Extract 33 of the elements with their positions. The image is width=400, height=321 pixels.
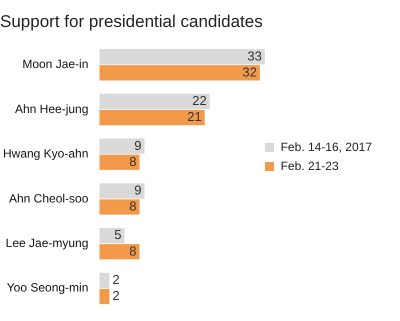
bar — [99, 199, 140, 215]
data-label: 21 — [187, 109, 202, 124]
bar — [99, 154, 140, 170]
chart-title: Support for presidential candidates — [0, 12, 263, 31]
data-label: 2 — [112, 272, 120, 287]
y-tick-label: Lee Jae-myung — [6, 236, 88, 250]
data-label: 8 — [129, 198, 137, 214]
bar — [99, 183, 145, 199]
data-label: 32 — [242, 64, 257, 80]
bar — [99, 228, 124, 244]
bar — [99, 244, 140, 260]
data-label: 33 — [247, 48, 262, 64]
data-label: 8 — [129, 154, 137, 169]
bar — [99, 49, 265, 64]
data-label: 2 — [112, 288, 120, 304]
bar — [99, 272, 110, 288]
data-label: 8 — [129, 243, 137, 258]
bar — [99, 110, 205, 126]
bar — [99, 138, 145, 154]
bar — [99, 288, 110, 304]
data-label: 9 — [134, 182, 142, 198]
y-tick-label: Ahn Cheol-soo — [8, 191, 89, 206]
data-label: 9 — [134, 138, 142, 153]
y-tick-label: Ahn Hee-jung — [14, 102, 88, 116]
data-label: 5 — [114, 227, 122, 242]
bar — [99, 94, 210, 110]
legend-label: Feb. 14-16, 2017 — [280, 140, 372, 154]
y-tick-label: Yoo Seong-min — [6, 280, 88, 295]
data-label: 22 — [192, 93, 207, 108]
legend-label: Feb. 21-23 — [280, 159, 339, 173]
y-tick-label: Moon Jae-in — [22, 57, 88, 72]
y-tick-label: Hwang Kyo-ahn — [2, 146, 88, 161]
bar — [99, 65, 260, 80]
